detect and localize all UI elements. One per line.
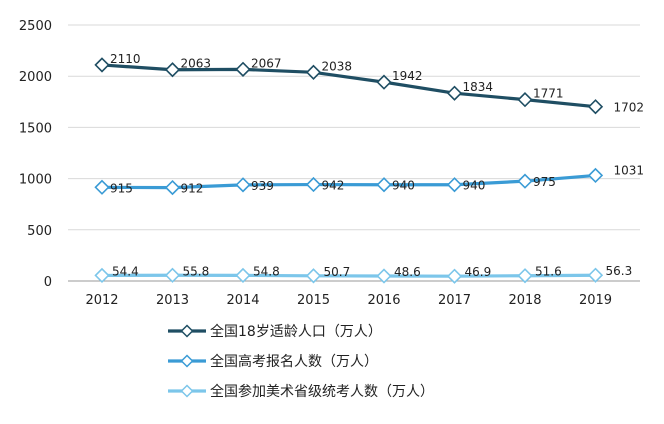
data-point — [94, 267, 110, 284]
data-point — [235, 61, 251, 77]
data-point — [446, 85, 463, 101]
y-tick-label: 1000 — [19, 173, 52, 188]
data-point — [376, 74, 392, 90]
x-tick-label: 2018 — [508, 293, 541, 308]
legend-marker — [180, 384, 194, 398]
series-3 — [94, 267, 604, 284]
legend-label: 全国参加美术省级统考人数（万人） — [210, 383, 434, 400]
data-label: 54.4 — [112, 264, 139, 278]
data-label: 940 — [463, 179, 486, 193]
series-2 — [94, 167, 604, 196]
axis-layer: 0 500 1000 1500 2000 2500 2012 2013 2014 2015 2016… — [19, 19, 612, 308]
legend: 全国18岁适龄人口（万人） 全国高考报名人数（万人） 全国参加美术省级统考人数（万人… — [168, 323, 434, 400]
x-tick-label: 2017 — [438, 293, 471, 308]
data-point — [376, 177, 392, 193]
data-point — [517, 92, 533, 108]
legend-label: 全国18岁适龄人口（万人） — [210, 323, 382, 340]
data-label: 55.8 — [183, 264, 210, 278]
data-label: 2038 — [322, 59, 353, 73]
grid-layer — [68, 24, 640, 282]
data-label: 940 — [392, 179, 415, 193]
legend-item-1: 全国18岁适龄人口（万人） — [168, 323, 382, 340]
data-point — [164, 62, 181, 78]
x-tick-label: 2016 — [367, 293, 400, 308]
legend-item-2: 全国高考报名人数（万人） — [168, 353, 378, 370]
series-layer — [94, 57, 604, 284]
data-label: 1031 — [614, 163, 645, 177]
series-line — [101, 173, 596, 190]
data-label: 942 — [322, 179, 345, 193]
data-label: 1702 — [614, 101, 645, 115]
data-label: 939 — [251, 179, 274, 193]
x-tick-label: 2019 — [579, 293, 612, 308]
data-label: 915 — [110, 181, 133, 195]
data-point — [94, 179, 110, 195]
data-label: 48.6 — [394, 265, 421, 279]
data-point — [376, 268, 392, 284]
legend-item-3: 全国参加美术省级统考人数（万人） — [168, 383, 434, 400]
y-tick-label: 1500 — [19, 121, 52, 136]
data-point — [587, 99, 604, 115]
data-label: 2067 — [251, 56, 282, 70]
data-label: 1834 — [463, 80, 494, 94]
series-line — [101, 63, 596, 109]
label-layer: 2110 2063 2067 2038 1942 1834 1771 1702 915 912 93… — [110, 52, 644, 279]
legend-marker — [180, 354, 194, 368]
data-label: 975 — [533, 175, 556, 189]
data-point — [305, 268, 322, 284]
y-tick-label: 2500 — [19, 19, 52, 34]
data-point — [446, 268, 463, 284]
x-tick-label: 2015 — [297, 293, 330, 308]
y-tick-label: 500 — [27, 224, 52, 239]
data-point — [587, 167, 604, 184]
data-point — [305, 176, 322, 193]
x-tick-label: 2014 — [226, 293, 259, 308]
series-1 — [94, 57, 604, 115]
data-point — [235, 177, 251, 193]
data-point — [305, 64, 322, 80]
data-point — [446, 177, 463, 193]
data-label: 1771 — [533, 87, 564, 101]
data-point — [235, 267, 251, 284]
data-label: 1942 — [392, 69, 423, 83]
data-label: 56.3 — [606, 264, 633, 278]
y-tick-label: 2000 — [19, 70, 52, 85]
data-label: 46.9 — [465, 265, 492, 279]
data-point — [94, 57, 110, 73]
legend-label: 全国高考报名人数（万人） — [210, 353, 378, 370]
data-label: 912 — [181, 182, 204, 196]
data-point — [164, 179, 181, 196]
data-point — [517, 173, 533, 189]
data-label: 50.7 — [324, 265, 351, 279]
data-point — [517, 268, 533, 284]
data-point — [587, 267, 604, 283]
series-line — [101, 273, 596, 278]
y-tick-label: 0 — [44, 275, 52, 290]
data-point — [164, 267, 181, 283]
x-tick-label: 2012 — [85, 293, 118, 308]
data-label: 2063 — [181, 57, 212, 71]
data-label: 2110 — [110, 52, 141, 66]
legend-marker — [180, 324, 194, 338]
x-tick-label: 2013 — [156, 293, 189, 308]
data-label: 51.6 — [535, 265, 562, 279]
data-label: 54.8 — [253, 264, 280, 278]
